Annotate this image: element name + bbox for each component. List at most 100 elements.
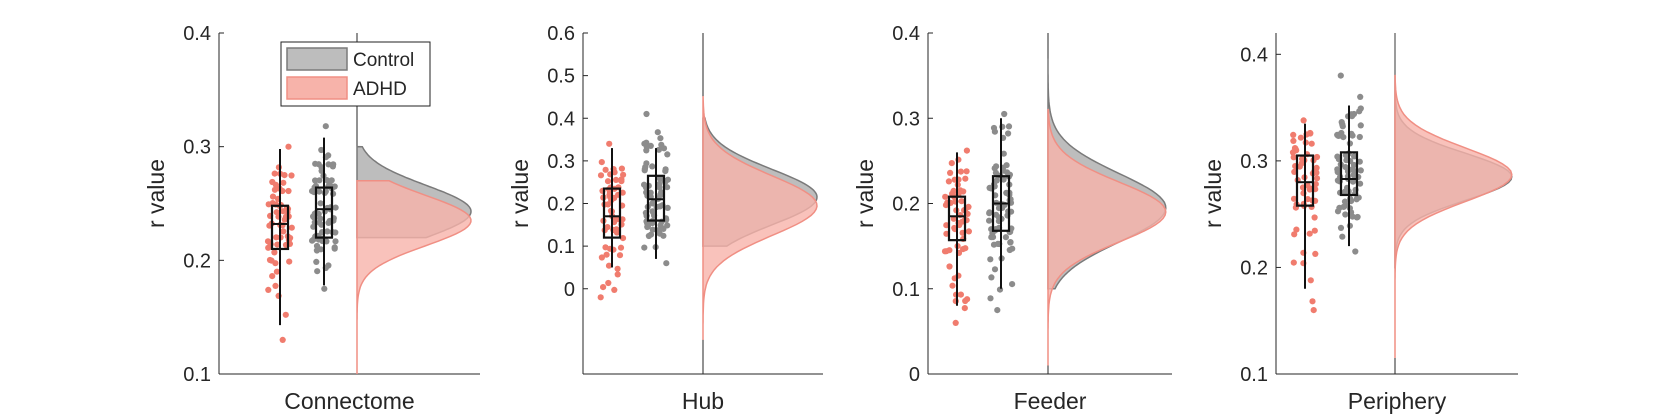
data-point-adhd — [288, 224, 295, 231]
data-point-adhd — [269, 273, 276, 280]
data-point-control — [990, 241, 998, 248]
data-point-adhd — [606, 140, 613, 147]
y-tick-label: 0 — [909, 364, 920, 386]
data-point-adhd — [264, 238, 272, 245]
data-point-control — [1357, 105, 1364, 112]
y-tick-label: 0.4 — [183, 23, 211, 45]
data-point-control — [1334, 168, 1341, 176]
data-point-control — [315, 210, 322, 217]
data-point-adhd — [617, 244, 625, 251]
y-axis-label: r value — [507, 159, 533, 228]
data-point-adhd — [605, 279, 612, 287]
data-point-control — [1342, 152, 1349, 159]
density-cloud-adhd — [356, 180, 472, 374]
data-point-adhd — [1308, 140, 1315, 147]
data-point-adhd — [613, 226, 620, 233]
y-tick-label: 0.4 — [1240, 44, 1268, 66]
data-point-control — [644, 220, 651, 227]
y-tick-label: 0.3 — [547, 151, 575, 173]
data-point-adhd — [1311, 227, 1318, 234]
data-point-control — [314, 268, 321, 275]
y-axis-label: r value — [852, 159, 878, 228]
data-point-adhd — [598, 159, 605, 166]
data-point-adhd — [1290, 137, 1297, 144]
data-point-control — [660, 232, 667, 239]
data-point-control — [643, 110, 650, 118]
iqr-box-adhd — [1295, 154, 1315, 207]
data-point-adhd — [605, 262, 613, 269]
y-tick-label: 0.2 — [1240, 257, 1268, 279]
data-point-control — [650, 209, 657, 216]
data-point-adhd — [1310, 307, 1317, 314]
data-point-adhd — [1300, 117, 1307, 124]
data-point-adhd — [1306, 186, 1313, 193]
data-point-adhd — [280, 179, 287, 186]
data-point-control — [312, 160, 319, 167]
data-point-control — [1003, 162, 1010, 169]
y-tick-label: 0.6 — [547, 23, 575, 45]
data-point-adhd — [1291, 231, 1298, 238]
data-point-adhd — [963, 147, 971, 154]
data-point-control — [309, 237, 316, 244]
data-point-control — [1009, 281, 1016, 288]
data-point-control — [310, 223, 317, 230]
y-axis-label: r value — [143, 159, 169, 228]
data-point-adhd — [265, 244, 272, 251]
data-point-control — [1350, 110, 1358, 118]
data-point-adhd — [945, 178, 953, 185]
data-point-adhd — [273, 268, 280, 275]
data-point-control — [1005, 130, 1012, 137]
data-point-control — [664, 184, 671, 191]
data-point-adhd — [961, 305, 968, 312]
data-point-adhd — [275, 164, 282, 171]
data-point-adhd — [280, 228, 287, 235]
density-cloud-adhd — [702, 95, 818, 340]
data-point-adhd — [957, 168, 965, 175]
data-point-adhd — [274, 241, 281, 248]
data-point-adhd — [597, 172, 605, 179]
y-tick-label: 0.2 — [547, 194, 575, 216]
data-point-control — [656, 184, 663, 191]
legend-swatch-adhd — [286, 76, 348, 100]
data-point-control — [316, 188, 323, 195]
data-point-adhd — [942, 193, 949, 200]
data-point-control — [1357, 180, 1364, 187]
data-point-adhd — [611, 286, 618, 293]
data-point-adhd — [962, 175, 969, 182]
data-point-control — [331, 244, 338, 251]
data-point-control — [1339, 123, 1346, 130]
data-point-adhd — [1313, 175, 1321, 182]
data-point-adhd — [1307, 277, 1314, 284]
data-point-control — [991, 266, 999, 273]
data-point-control — [310, 213, 317, 220]
data-point-adhd — [1297, 134, 1304, 141]
data-point-adhd — [957, 187, 964, 194]
data-point-control — [660, 145, 668, 152]
data-point-control — [994, 307, 1001, 314]
data-point-control — [655, 146, 663, 153]
data-point-control — [986, 217, 993, 224]
data-point-adhd — [943, 222, 950, 229]
data-point-control — [645, 232, 653, 240]
data-point-adhd — [1311, 214, 1318, 221]
data-point-control — [316, 219, 323, 226]
data-point-adhd — [271, 170, 278, 177]
data-point-control — [990, 124, 998, 132]
data-point-adhd — [279, 336, 286, 343]
x-axis-label: Feeder — [1014, 388, 1087, 414]
data-point-adhd — [1313, 164, 1320, 171]
data-point-control — [657, 135, 664, 142]
data-point-adhd — [598, 254, 606, 261]
data-point-control — [1342, 211, 1349, 218]
data-point-adhd — [1290, 195, 1298, 202]
data-point-adhd — [964, 296, 971, 303]
data-point-adhd — [949, 282, 956, 289]
legend-swatch-control — [286, 47, 348, 71]
y-axis-label: r value — [1200, 159, 1226, 228]
data-point-adhd — [620, 171, 627, 178]
data-point-control — [1339, 233, 1346, 240]
data-point-adhd — [603, 251, 610, 258]
density-cloud-adhd — [1047, 108, 1167, 366]
data-point-control — [324, 228, 331, 235]
